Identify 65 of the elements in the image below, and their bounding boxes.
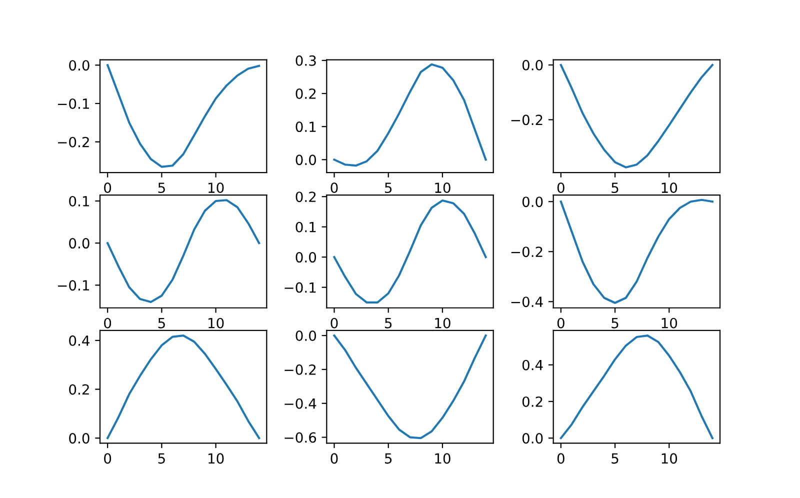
- line-series: [560, 198, 714, 304]
- y-tick-label: 0.4: [69, 335, 90, 346]
- x-tick-label: 5: [612, 318, 618, 328]
- y-tick-label: −0.1: [58, 98, 89, 109]
- x-tick-label: 5: [612, 182, 618, 194]
- y-tick-label: 0.2: [296, 88, 316, 99]
- y-tick-label: −0.2: [511, 246, 542, 258]
- x-tick-label: 10: [662, 453, 678, 464]
- x-tick-label: 0: [104, 453, 112, 464]
- y-tick-label: 0.2: [69, 384, 89, 395]
- y-tick-label: −0.6: [284, 432, 316, 443]
- y-tick-label: 0.3: [296, 55, 316, 66]
- y-tick-label: 0.0: [296, 252, 316, 263]
- line-series: [106, 334, 260, 440]
- y-tick-label: 0.0: [522, 196, 543, 208]
- line-series: [106, 64, 260, 168]
- y-tick-label: 0.0: [522, 60, 543, 70]
- x-tick-label: 10: [208, 182, 224, 194]
- y-tick-label: −0.4: [511, 296, 543, 308]
- x-tick-label: 10: [208, 318, 224, 328]
- x-tick-label: 5: [385, 182, 392, 194]
- y-tick-label: 0.1: [296, 222, 316, 232]
- y-tick-label: −0.1: [58, 280, 89, 291]
- x-tick-label: 10: [435, 182, 450, 194]
- x-tick-label: 10: [208, 453, 224, 464]
- x-tick-label: 0: [557, 318, 564, 328]
- x-tick-label: 0: [330, 453, 338, 464]
- line-series: [560, 64, 714, 168]
- y-tick-label: 0.1: [69, 196, 89, 206]
- x-tick-label: 10: [662, 182, 678, 194]
- line-series: [106, 199, 260, 304]
- y-tick-label: 0.1: [296, 122, 316, 132]
- y-tick-label: 0.0: [69, 60, 90, 71]
- x-tick-label: 5: [158, 318, 165, 328]
- y-tick-label: −0.2: [58, 136, 89, 148]
- y-tick-label: 0.4: [522, 360, 543, 370]
- x-tick-label: 0: [104, 318, 112, 328]
- y-tick-label: 0.0: [69, 238, 90, 249]
- y-tick-label: 0.0: [69, 433, 90, 444]
- x-tick-label: 0: [557, 182, 564, 194]
- line-series: [333, 199, 487, 304]
- y-tick-label: −0.2: [284, 364, 316, 375]
- x-tick-label: 5: [158, 182, 165, 194]
- x-tick-label: 0: [330, 318, 338, 328]
- y-tick-label: 0.2: [522, 396, 542, 407]
- y-tick-label: 0.0: [522, 433, 543, 444]
- y-tick-label: 0.2: [296, 192, 316, 202]
- x-tick-label: 10: [662, 318, 678, 328]
- x-tick-label: 0: [330, 182, 338, 194]
- y-tick-label: −0.2: [511, 114, 542, 126]
- line-series: [560, 334, 714, 440]
- line-series: [333, 63, 487, 167]
- x-tick-label: 0: [104, 182, 112, 194]
- x-tick-label: 10: [435, 318, 450, 328]
- y-tick-label: −0.4: [284, 398, 316, 409]
- y-tick-label: 0.0: [296, 154, 316, 166]
- x-tick-label: 5: [612, 453, 618, 464]
- y-tick-label: 0.0: [296, 330, 316, 341]
- x-tick-label: 0: [557, 453, 564, 464]
- line-series: [333, 334, 487, 440]
- x-tick-label: 10: [435, 453, 450, 464]
- y-tick-label: −0.1: [284, 282, 316, 293]
- x-tick-label: 5: [158, 453, 165, 464]
- x-tick-label: 5: [385, 453, 392, 464]
- x-tick-label: 5: [385, 318, 392, 328]
